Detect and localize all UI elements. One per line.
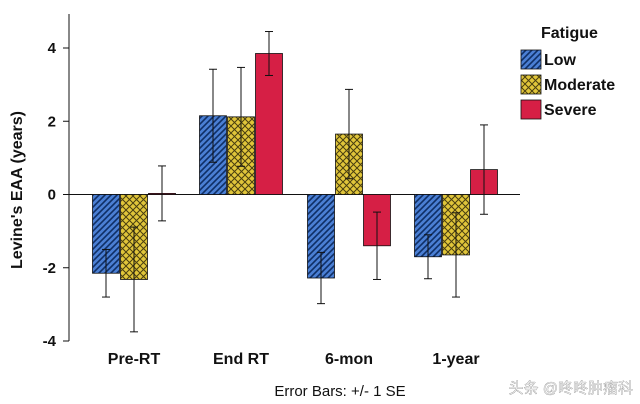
x-category-label: Pre-RT [108,351,161,368]
y-tick-label: 2 [48,113,56,130]
x-category-label: 1-year [432,351,479,368]
legend-item-moderate: Moderate [520,74,615,95]
y-tick-label: -2 [43,260,56,277]
y-tick-label: -4 [43,333,57,350]
error-bar [102,248,110,298]
x-category-label: End RT [213,351,269,368]
legend-swatch [520,99,542,120]
error-bar [265,31,273,76]
x-category-label: 6-mon [325,351,373,368]
error-bar [130,226,138,333]
legend-label: Low [544,52,577,69]
error-bar [452,212,460,298]
error-bar [237,66,245,167]
legend: Fatigue Low Moderate Severe [520,25,615,120]
legend-label: Moderate [544,77,615,94]
error-bar [317,251,325,305]
y-tick-label: 4 [48,40,57,57]
watermark: 头条 @咚咚肿瘤科 [509,380,633,397]
error-bar [480,124,488,215]
legend-item-severe: Severe [520,99,597,120]
error-bars-note: Error Bars: +/- 1 SE [274,383,405,400]
error-bar [424,234,432,280]
legend-title: Fatigue [541,25,598,42]
plot-area: -4 -2 0 2 4 Pre-RT End RT 6-mon 1-year [43,14,520,368]
y-axis-title: Levine's EAA (years) [9,111,26,269]
x-axis-category-labels: Pre-RT End RT 6-mon 1-year [108,351,480,368]
legend-swatch [520,74,542,95]
legend-swatch [520,49,542,70]
error-bar [345,88,353,180]
error-bar [158,165,166,222]
bars [92,31,498,333]
y-tick-label: 0 [48,187,56,204]
legend-label: Severe [544,102,597,119]
legend-items: Low Moderate Severe [520,49,615,120]
error-bar [373,211,381,280]
y-axis-ticks: -4 -2 0 2 4 [43,40,69,350]
error-bar [209,68,217,163]
legend-item-low: Low [520,49,577,70]
